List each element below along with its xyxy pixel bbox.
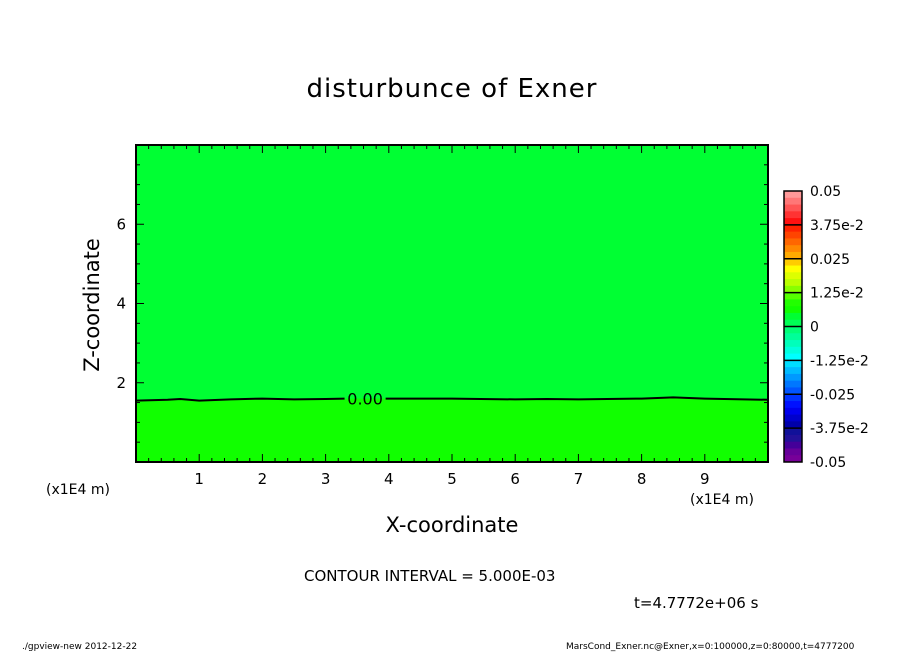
colorbar-swatch: [784, 306, 802, 314]
colorbar-swatch: [784, 204, 802, 212]
colorbar-label: -0.025: [810, 387, 855, 403]
time-label: t=4.7772e+06 s: [634, 594, 759, 612]
x-tick-label: 5: [447, 470, 457, 488]
colorbar-swatch: [784, 360, 802, 368]
x-unit-label-left: (x1E4 m): [46, 482, 110, 498]
colorbar-swatch: [784, 197, 802, 206]
x-axis-label: X-coordinate: [385, 513, 519, 537]
x-tick-label: 1: [194, 470, 204, 488]
colorbar-swatch: [784, 238, 802, 246]
colorbar-swatch: [784, 346, 802, 355]
x-tick-label: 7: [574, 470, 584, 488]
colorbar-label: 3.75e-2: [810, 218, 864, 234]
x-tick-label: 2: [258, 470, 268, 488]
colorbar-swatch: [784, 231, 802, 239]
colorbar-swatch: [784, 333, 802, 341]
colorbar-swatch: [784, 455, 802, 463]
colorbar-swatch: [784, 218, 802, 226]
colorbar-label: 1.25e-2: [810, 286, 864, 302]
colorbar-label: 0: [810, 320, 819, 336]
colorbar-label: 0.025: [810, 252, 850, 268]
colorbar-swatch: [784, 340, 802, 348]
colorbar-swatch: [784, 265, 802, 273]
y-tick-label: 4: [116, 295, 126, 313]
colorbar-swatch: [784, 326, 802, 334]
colorbar-frame: [783, 190, 803, 463]
colorbar-label: 0.05: [810, 184, 841, 200]
x-tick-label: 3: [321, 470, 331, 488]
x-tick-label: 8: [637, 470, 647, 488]
colorbar-label: -1.25e-2: [810, 353, 869, 369]
colorbar-swatch: [784, 191, 802, 199]
colorbar-swatch: [784, 285, 802, 294]
y-tick-label: 2: [116, 374, 126, 392]
colorbar-swatch: [784, 312, 802, 321]
chart-title: disturbunce of Exner: [306, 74, 598, 104]
contour-line: [385, 396, 769, 401]
colorbar-swatch: [784, 380, 802, 388]
colorbar-swatch: [784, 272, 802, 280]
colorbar-swatch: [784, 319, 802, 327]
colorbar-swatch: [784, 245, 802, 253]
footer-right: MarsCond_Exner.nc@Exner,x=0:100000,z=0:8…: [566, 642, 855, 652]
colorbar-swatch: [784, 251, 802, 260]
colorbar-swatch: [784, 367, 802, 375]
colorbar-swatch: [784, 448, 802, 456]
contour-label: 0.00: [347, 390, 383, 409]
colorbar-swatch: [784, 292, 802, 300]
x-tick-label: 6: [510, 470, 520, 488]
colorbar-swatch: [784, 224, 802, 233]
y-tick-label: 6: [116, 215, 126, 233]
x-tick-label: 9: [700, 470, 710, 488]
colorbar-swatch: [784, 394, 802, 402]
contour-line: [135, 397, 345, 402]
colorbar-swatch: [784, 401, 802, 409]
colorbar-swatch: [784, 258, 802, 267]
y-axis-label: Z-coordinate: [80, 238, 104, 372]
fill-region-below: [136, 397, 768, 462]
colorbar-swatch: [784, 279, 802, 287]
colorbar-swatch: [784, 428, 802, 436]
contour-interval: CONTOUR INTERVAL = 5.000E-03: [304, 567, 556, 585]
x-tick-label: 4: [384, 470, 394, 488]
colorbar-swatch: [784, 421, 802, 429]
colorbar-swatch: [784, 387, 802, 395]
colorbar-swatch: [784, 441, 802, 449]
colorbar-swatch: [784, 373, 802, 382]
colorbar-swatch: [784, 407, 802, 416]
colorbar-swatch: [784, 414, 802, 422]
colorbar-label: -3.75e-2: [810, 421, 869, 437]
colorbar-swatch: [784, 434, 802, 443]
footer-left: ./gpview-new 2012-12-22: [22, 642, 138, 652]
x-unit-label-right: (x1E4 m): [690, 492, 754, 508]
colorbar-swatch: [784, 353, 802, 361]
colorbar-swatch: [784, 211, 802, 219]
colorbar-label: -0.05: [810, 455, 846, 471]
colorbar-swatch: [784, 299, 802, 307]
